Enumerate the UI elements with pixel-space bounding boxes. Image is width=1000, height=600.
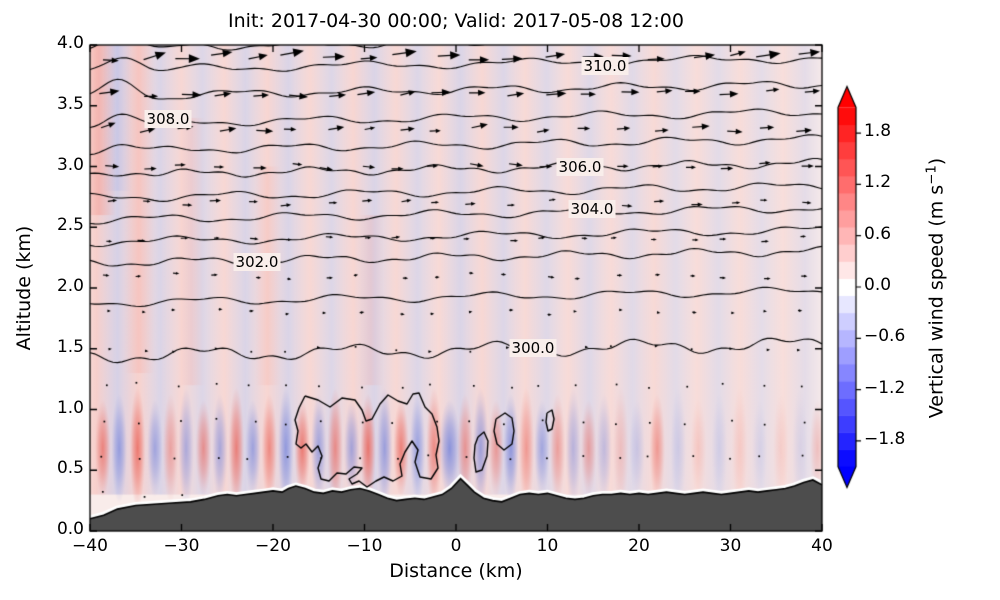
colorbar-label-superscript: −1 bbox=[924, 165, 940, 185]
colorbar-label-close: ) bbox=[925, 157, 948, 166]
x-tick-label: 30 bbox=[719, 536, 742, 556]
y-tick-label: 3.0 bbox=[56, 154, 84, 175]
colorbar-tick-label: −0.6 bbox=[864, 326, 906, 347]
contour-label: 304.0 bbox=[568, 199, 616, 218]
contour-label: 302.0 bbox=[233, 252, 281, 271]
plot-title: Init: 2017-04-30 00:00; Valid: 2017-05-0… bbox=[228, 10, 684, 32]
colorbar-tick-label: 0.6 bbox=[864, 223, 892, 244]
x-tick-label: −10 bbox=[346, 536, 383, 556]
contour-label: 300.0 bbox=[509, 339, 557, 358]
y-tick-label: 1.5 bbox=[56, 336, 84, 357]
x-tick-label: −40 bbox=[72, 536, 108, 556]
y-tick-label: 0.0 bbox=[56, 519, 84, 539]
x-tick-label: 40 bbox=[811, 536, 833, 556]
y-tick-label: 0.5 bbox=[56, 458, 84, 479]
contour-label: 306.0 bbox=[556, 157, 604, 176]
contour-label: 310.0 bbox=[581, 56, 629, 75]
colorbar-label: Vertical wind speed (m s−1) bbox=[924, 158, 947, 418]
colorbar-label-main: Vertical wind speed (m s bbox=[925, 184, 948, 419]
y-tick-label: 4.0 bbox=[56, 33, 84, 53]
y-tick-label: 2.0 bbox=[56, 276, 84, 296]
x-tick-label: −20 bbox=[255, 536, 291, 556]
colorbar-tick-label: 0.0 bbox=[864, 275, 892, 295]
x-tick-label: 10 bbox=[536, 536, 559, 556]
y-tick-label: 3.5 bbox=[56, 93, 84, 114]
y-tick-label: 1.0 bbox=[56, 397, 84, 418]
colorbar-tick-label: 1.2 bbox=[864, 172, 892, 193]
y-tick-label: 2.5 bbox=[56, 215, 84, 236]
x-tick-label: 0 bbox=[450, 536, 462, 556]
x-axis-label: Distance (km) bbox=[389, 560, 523, 582]
colorbar-tick-label: −1.2 bbox=[864, 377, 906, 398]
contour-label: 308.0 bbox=[144, 110, 192, 129]
colorbar-tick-label: 1.8 bbox=[864, 121, 892, 142]
x-tick-label: 20 bbox=[628, 536, 650, 556]
x-tick-label: −30 bbox=[163, 536, 200, 556]
colorbar-tick-label: −1.8 bbox=[864, 428, 906, 449]
